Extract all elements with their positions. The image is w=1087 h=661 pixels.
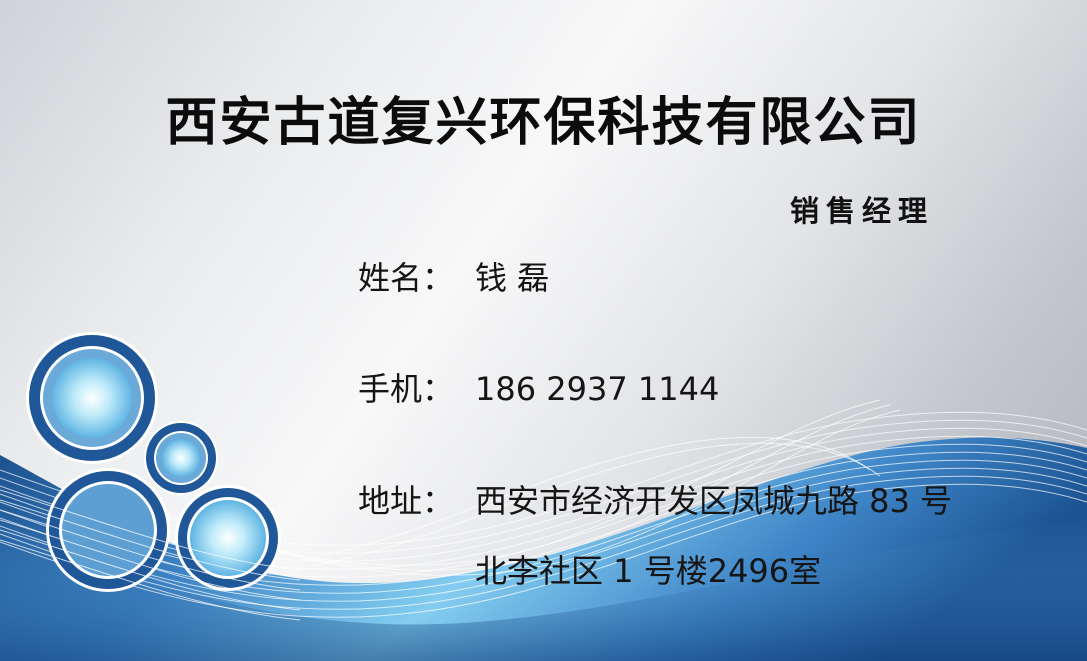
name-value: 钱 磊 [475,259,550,297]
job-title: 销售经理 [790,194,935,228]
wave-lines-front [0,489,301,621]
address-label: 地址： [358,482,455,520]
address-line-2: 北李社区 1 号楼2496室 [475,552,822,590]
company-name: 西安古道复兴环保科技有限公司 [165,92,922,153]
blue-wave-shade [0,520,1087,661]
decorative-circles [26,332,281,592]
phone-label: 手机： [358,370,455,408]
address-line-1: 西安市经济开发区凤城九路 83 号 [475,482,953,520]
phone-value: 186 2937 1144 [475,370,720,408]
name-label: 姓名： [358,259,455,297]
